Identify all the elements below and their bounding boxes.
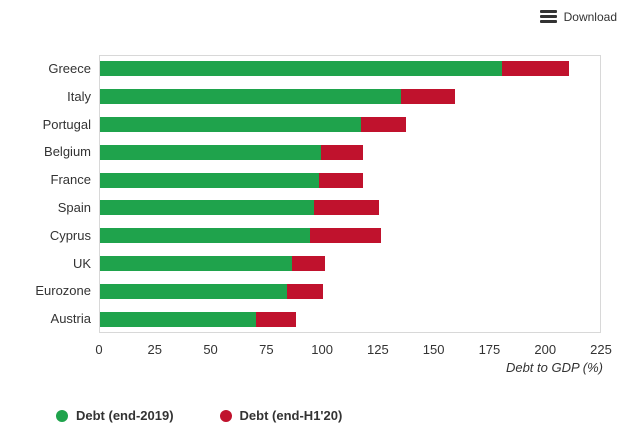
x-tick-label: 125 <box>367 342 389 357</box>
x-tick-label: 150 <box>422 342 445 357</box>
legend-marker-icon <box>56 409 68 422</box>
legend-item-end-2019[interactable]: Debt (end-2019) <box>56 408 174 423</box>
category-label: Italy <box>67 88 91 104</box>
bar-segment-end-2019[interactable] <box>100 89 402 105</box>
category-label: Belgium <box>44 144 91 160</box>
bar-segment-end-2019[interactable] <box>100 200 315 216</box>
legend-label: Debt (end-2019) <box>76 408 174 423</box>
bar-segment-end-h1-20[interactable] <box>291 256 326 271</box>
category-label: Austria <box>50 311 91 327</box>
x-tick-label: 100 <box>311 342 333 357</box>
bar-segment-end-h1-20[interactable] <box>318 172 364 188</box>
bar-segment-end-2019[interactable] <box>100 172 319 188</box>
bar-segment-end-h1-20[interactable] <box>256 311 297 327</box>
bar-segment-end-h1-20[interactable] <box>309 228 382 244</box>
bar-segment-end-2019[interactable] <box>100 144 321 160</box>
legend-label: Debt (end-H1'20) <box>239 408 343 423</box>
x-tick-label: 25 <box>147 342 162 357</box>
category-label: Cyprus <box>49 227 91 243</box>
download-label: Download <box>563 9 617 24</box>
bar-segment-end-2019[interactable] <box>100 61 502 77</box>
bar-segment-end-2019[interactable] <box>100 283 288 299</box>
x-axis-title: Debt to GDP (%) <box>505 360 603 375</box>
bar-segment-end-h1-20[interactable] <box>287 283 324 299</box>
legend-item-end-h1-20[interactable]: Debt (end-H1'20) <box>219 408 343 423</box>
x-tick-label: 225 <box>590 342 612 357</box>
x-tick-label: 75 <box>259 342 274 357</box>
x-tick-label: 175 <box>478 342 501 357</box>
download-button[interactable]: Download <box>539 8 617 25</box>
x-tick-label: 50 <box>203 342 218 357</box>
x-tick-label: 0 <box>95 342 103 357</box>
category-label: France <box>50 172 91 188</box>
category-label: UK <box>72 255 91 271</box>
bar-segment-end-h1-20[interactable] <box>314 200 379 216</box>
menu-icon <box>539 8 557 25</box>
category-label: Greece <box>48 60 91 76</box>
bar-segment-end-h1-20[interactable] <box>361 117 406 132</box>
bar-segment-end-2019[interactable] <box>100 311 257 327</box>
bar-segment-end-2019[interactable] <box>100 117 362 132</box>
legend: Debt (end-2019) Debt (end-H1'20) <box>56 408 342 423</box>
x-tick-label: 200 <box>534 342 557 357</box>
category-label: Portugal <box>42 116 91 132</box>
category-label: Eurozone <box>35 283 91 299</box>
bar-segment-end-h1-20[interactable] <box>501 61 569 77</box>
legend-marker-icon <box>219 409 232 422</box>
bar-segment-end-2019[interactable] <box>100 256 292 271</box>
category-label: Spain <box>57 199 91 215</box>
bar-segment-end-h1-20[interactable] <box>320 144 364 160</box>
bar-segment-end-2019[interactable] <box>100 228 310 244</box>
bar-segment-end-h1-20[interactable] <box>401 89 455 105</box>
